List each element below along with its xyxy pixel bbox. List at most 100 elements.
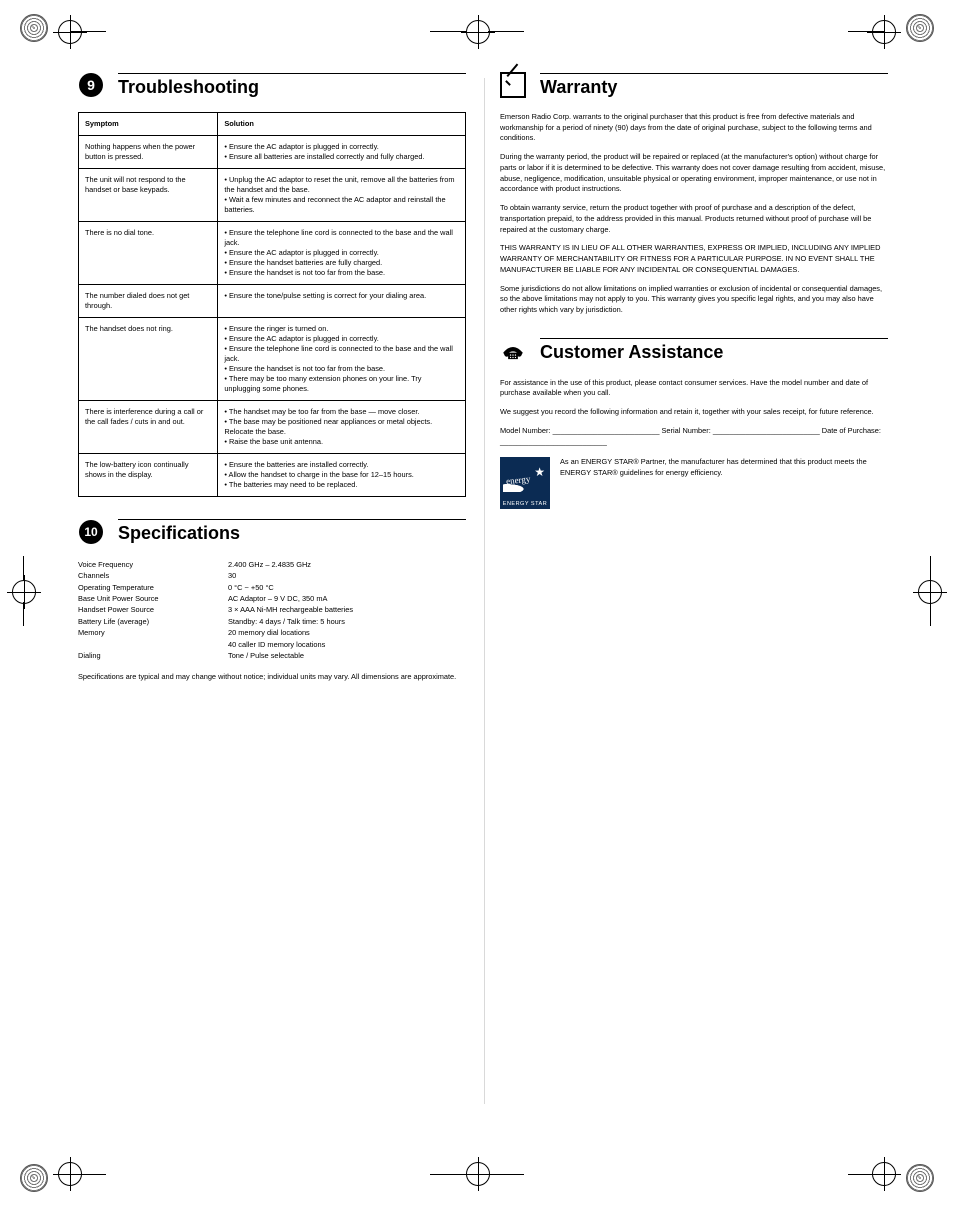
symptom-cell: The low-battery icon continually shows i…: [79, 453, 218, 496]
symptom-cell: There is interference during a call or t…: [79, 400, 218, 453]
symptom-cell: The handset does not ring.: [79, 317, 218, 400]
specifications-fineprint: Specifications are typical and may chang…: [78, 672, 466, 683]
spec-row: DialingTone / Pulse selectable: [78, 650, 466, 661]
printmark-crosshair-icon: [872, 20, 896, 44]
spec-row: Channels30: [78, 570, 466, 581]
printmark-crosshair-icon: [12, 580, 36, 604]
spec-value: 30: [228, 570, 466, 581]
printmark-line: [848, 1174, 884, 1175]
assistance-paragraph: Model Number: __________________________…: [500, 426, 888, 447]
printmark-line: [23, 556, 24, 580]
section-customer-assistance: Customer Assistance For assistance in th…: [500, 338, 888, 510]
spec-key: Channels: [78, 570, 228, 581]
section-header: Warranty: [500, 72, 888, 98]
section-header: 10 Specifications: [78, 519, 466, 545]
section-title: Customer Assistance: [540, 338, 888, 363]
telephone-icon: [500, 338, 526, 364]
spec-value: AC Adaptor – 9 V DC, 350 mA: [228, 593, 466, 604]
table-header-symptom: Symptom: [79, 113, 218, 136]
spec-row: Handset Power Source3 × AAA Ni-MH rechar…: [78, 604, 466, 615]
right-column: Warranty Emerson Radio Corp. warrants to…: [500, 72, 888, 531]
printmark-crosshair-icon: [466, 20, 490, 44]
spec-row: Voice Frequency2.400 GHz – 2.4835 GHz: [78, 559, 466, 570]
energy-star-block: ★ energy ENERGY STAR As an ENERGY STAR® …: [500, 457, 888, 509]
printmark-crosshair-icon: [466, 1162, 490, 1186]
warranty-paragraph: THIS WARRANTY IS IN LIEU OF ALL OTHER WA…: [500, 243, 888, 275]
warranty-body: Emerson Radio Corp. warrants to the orig…: [500, 112, 888, 316]
table-row: There is no dial tone.• Ensure the telep…: [79, 221, 466, 284]
section-troubleshooting: 9 Troubleshooting Symptom Solution Nothi…: [78, 72, 466, 497]
assistance-paragraph: We suggest you record the following info…: [500, 407, 888, 418]
warranty-paragraph: Some jurisdictions do not allow limitati…: [500, 284, 888, 316]
table-row: The number dialed does not get through.•…: [79, 284, 466, 317]
spec-row: Memory20 memory dial locations 40 caller…: [78, 627, 466, 650]
section-warranty: Warranty Emerson Radio Corp. warrants to…: [500, 72, 888, 316]
symptom-cell: The number dialed does not get through.: [79, 284, 218, 317]
printmark-line: [488, 31, 524, 32]
troubleshooting-table: Symptom Solution Nothing happens when th…: [78, 112, 466, 497]
section-specifications: 10 Specifications Voice Frequency2.400 G…: [78, 519, 466, 683]
spec-key: Base Unit Power Source: [78, 593, 228, 604]
spec-row: Operating Temperature0 °C ~ +50 °C: [78, 582, 466, 593]
printmark-crosshair-icon: [918, 580, 942, 604]
section-number-icon: 9: [78, 72, 104, 98]
table-header-row: Symptom Solution: [79, 113, 466, 136]
solution-cell: • Ensure the batteries are installed cor…: [218, 453, 466, 496]
printmark-globe-icon: [906, 14, 934, 42]
spec-value: 2.400 GHz – 2.4835 GHz: [228, 559, 466, 570]
column-divider: [484, 78, 485, 1104]
printmark-globe-icon: [20, 14, 48, 42]
spec-key: Dialing: [78, 650, 228, 661]
solution-cell: • The handset may be too far from the ba…: [218, 400, 466, 453]
energy-star-text: As an ENERGY STAR® Partner, the manufact…: [560, 457, 888, 478]
table-row: The handset does not ring.• Ensure the r…: [79, 317, 466, 400]
table-row: The low-battery icon continually shows i…: [79, 453, 466, 496]
printmark-crosshair-icon: [58, 20, 82, 44]
spec-row: Battery Life (average)Standby: 4 days / …: [78, 616, 466, 627]
spec-key: Memory: [78, 627, 228, 650]
solution-cell: • Ensure the ringer is turned on. • Ensu…: [218, 317, 466, 400]
table-row: There is interference during a call or t…: [79, 400, 466, 453]
printmark-line: [70, 1174, 106, 1175]
section-number: 9: [79, 73, 103, 97]
warranty-paragraph: Emerson Radio Corp. warrants to the orig…: [500, 112, 888, 144]
section-header: Customer Assistance: [500, 338, 888, 364]
spec-value: 20 memory dial locations 40 caller ID me…: [228, 627, 466, 650]
spec-value: 3 × AAA Ni-MH rechargeable batteries: [228, 604, 466, 615]
printmark-line: [930, 602, 931, 626]
checkmark-icon: [500, 72, 526, 98]
specifications-list: Voice Frequency2.400 GHz – 2.4835 GHzCha…: [78, 559, 466, 662]
solution-cell: • Ensure the telephone line cord is conn…: [218, 221, 466, 284]
printmark-line: [70, 31, 106, 32]
energy-star-label: ENERGY STAR: [500, 501, 550, 507]
printmark-line: [488, 1174, 524, 1175]
assistance-paragraph: For assistance in the use of this produc…: [500, 378, 888, 399]
spec-row: Base Unit Power SourceAC Adaptor – 9 V D…: [78, 593, 466, 604]
symptom-cell: There is no dial tone.: [79, 221, 218, 284]
section-title: Warranty: [540, 73, 888, 98]
spec-value: Tone / Pulse selectable: [228, 650, 466, 661]
symptom-cell: Nothing happens when the power button is…: [79, 135, 218, 168]
spec-value: Standby: 4 days / Talk time: 5 hours: [228, 616, 466, 627]
manual-page: 9 Troubleshooting Symptom Solution Nothi…: [0, 0, 954, 1206]
section-title: Troubleshooting: [118, 73, 466, 98]
spec-key: Battery Life (average): [78, 616, 228, 627]
solution-cell: • Unplug the AC adaptor to reset the uni…: [218, 168, 466, 221]
section-header: 9 Troubleshooting: [78, 72, 466, 98]
customer-assistance-body: For assistance in the use of this produc…: [500, 378, 888, 448]
printmark-line: [23, 602, 24, 626]
printmark-line: [848, 31, 884, 32]
printmark-globe-icon: [906, 1164, 934, 1192]
energy-star-logo-icon: ★ energy ENERGY STAR: [500, 457, 550, 509]
printmark-line: [430, 31, 466, 32]
table-row: The unit will not respond to the handset…: [79, 168, 466, 221]
table-row: Nothing happens when the power button is…: [79, 135, 466, 168]
solution-cell: • Ensure the tone/pulse setting is corre…: [218, 284, 466, 317]
left-column: 9 Troubleshooting Symptom Solution Nothi…: [78, 72, 466, 705]
warranty-paragraph: To obtain warranty service, return the p…: [500, 203, 888, 235]
solution-cell: • Ensure the AC adaptor is plugged in co…: [218, 135, 466, 168]
table-header-solution: Solution: [218, 113, 466, 136]
section-title: Specifications: [118, 519, 466, 544]
printmark-line: [430, 1174, 466, 1175]
spec-key: Voice Frequency: [78, 559, 228, 570]
